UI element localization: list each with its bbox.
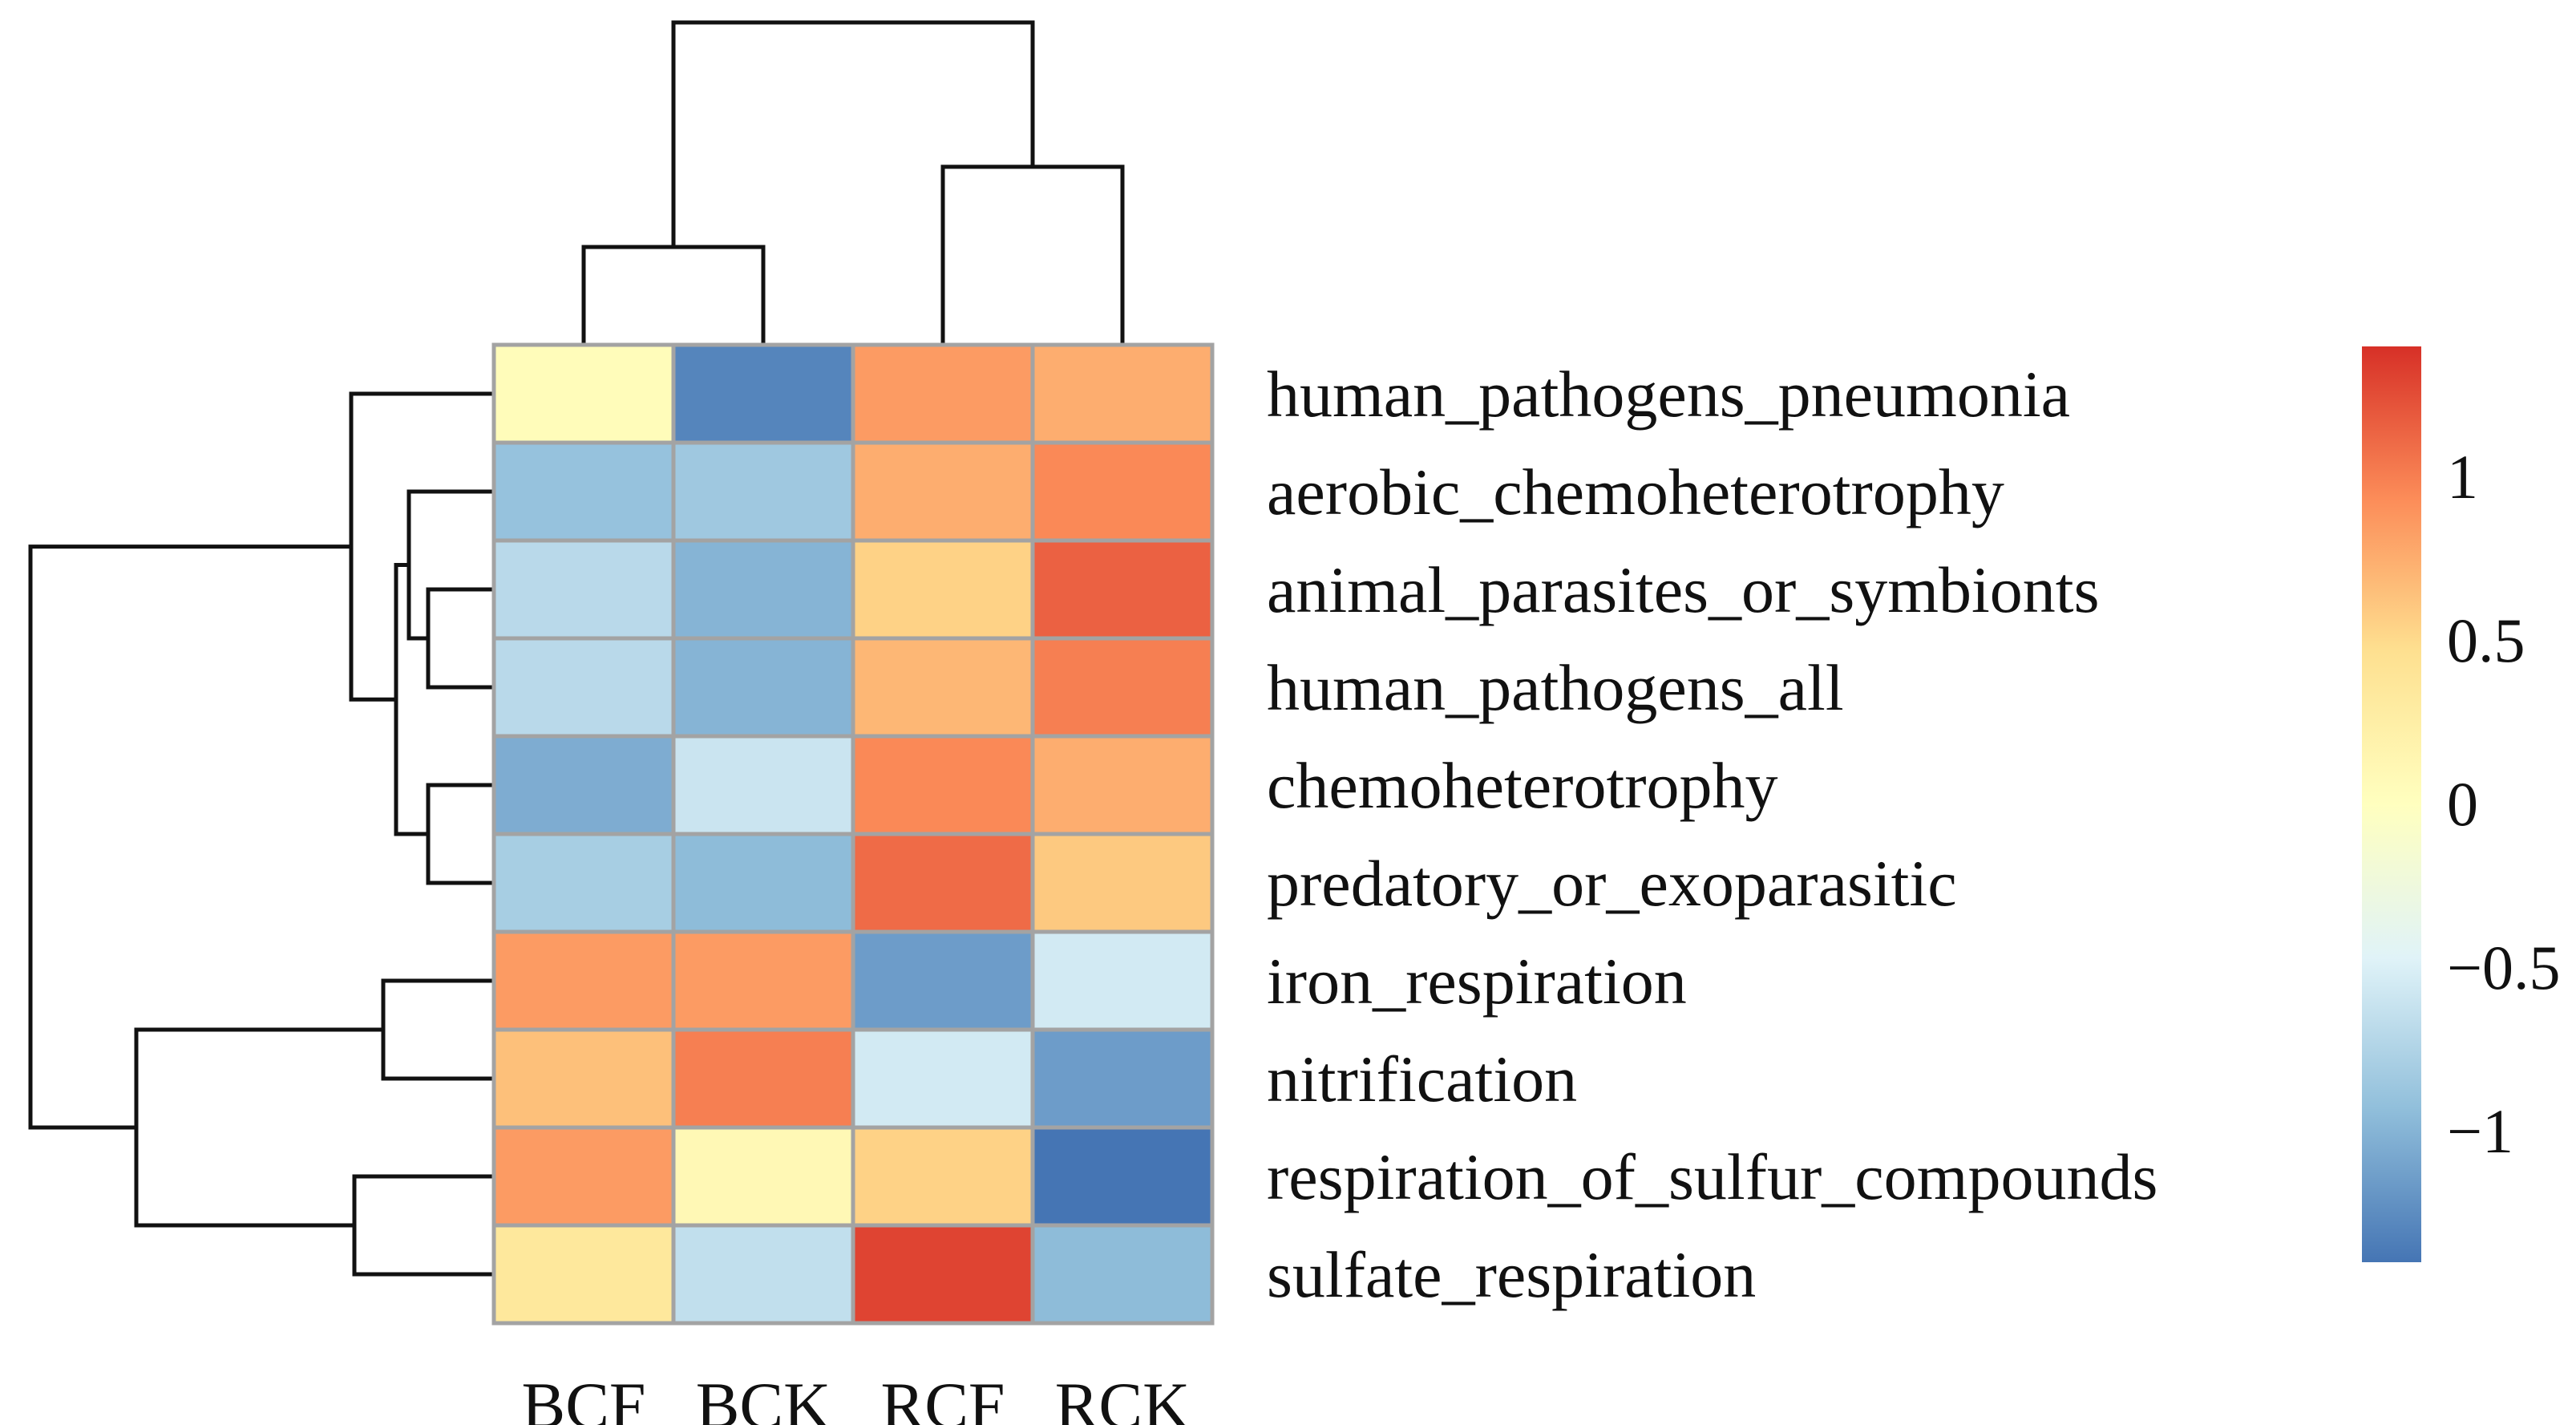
row-dendrogram-branch: [349, 391, 495, 702]
heatmap-cell: [1030, 1125, 1215, 1228]
heatmap-cell: [851, 636, 1035, 739]
heatmap-cell: [851, 1223, 1035, 1326]
row-dendrogram-branch: [426, 587, 495, 690]
heatmap-cell: [1030, 342, 1215, 445]
column-label: RCF: [881, 1369, 1005, 1425]
heatmap-cell: [671, 1125, 855, 1228]
heatmap-cells: [491, 342, 1215, 1326]
heatmap-cell: [851, 440, 1035, 543]
heatmap-cell: [491, 1027, 676, 1130]
row-label: animal_parasites_or_symbionts: [1267, 553, 2100, 626]
column-label: BCK: [696, 1369, 831, 1425]
heatmap-cell: [491, 636, 676, 739]
row-label: human_pathogens_pneumonia: [1267, 358, 2070, 431]
legend-tick-label: 0: [2447, 769, 2478, 839]
heatmap-cell: [671, 538, 855, 641]
column-label: RCK: [1055, 1369, 1191, 1425]
heatmap-cell: [1030, 1223, 1215, 1326]
row-labels: human_pathogens_pneumonia aerobic_chemohe…: [1267, 358, 2157, 1311]
row-label: nitrification: [1267, 1042, 1577, 1115]
legend-tick-label: 0.5: [2447, 605, 2525, 675]
heatmap-cell: [1030, 929, 1215, 1032]
column-dendrogram: [581, 20, 1125, 346]
heatmap-cell: [851, 832, 1035, 934]
legend-ticks: 1 0.5 0 −0.5 −1: [2447, 442, 2561, 1166]
row-dendrogram-branch: [381, 978, 495, 1081]
heatmap-cell: [851, 538, 1035, 641]
row-dendrogram: [28, 391, 495, 1277]
row-dendrogram-branch: [426, 783, 495, 885]
row-label: iron_respiration: [1267, 945, 1687, 1018]
heatmap-cell: [491, 538, 676, 641]
row-dendrogram-branch: [352, 1174, 495, 1277]
row-label: chemoheterotrophy: [1267, 749, 1778, 822]
legend-tick-label: −0.5: [2447, 933, 2561, 1002]
heatmap-cell: [1030, 636, 1215, 739]
heatmap-cell: [491, 440, 676, 543]
legend-tick-label: 1: [2447, 442, 2478, 512]
heatmap-cell: [851, 929, 1035, 1032]
heatmap-cell: [491, 929, 676, 1032]
column-dendrogram-branch: [671, 20, 1035, 249]
row-label: respiration_of_sulfur_compounds: [1267, 1140, 2157, 1213]
heatmap-cell: [1030, 1027, 1215, 1130]
row-dendrogram-branch: [394, 563, 431, 836]
heatmap-cell: [671, 636, 855, 739]
heatmap-cell: [1030, 734, 1215, 836]
heatmap-cell: [671, 929, 855, 1032]
heatmap-cell: [851, 1027, 1035, 1130]
row-dendrogram-branch: [28, 544, 354, 1130]
row-dendrogram-branch: [406, 489, 495, 641]
heatmap-cell: [1030, 538, 1215, 641]
heatmap-cell: [671, 342, 855, 445]
heatmap-cell: [491, 734, 676, 836]
heatmap-cell: [671, 832, 855, 934]
row-label: human_pathogens_all: [1267, 651, 1844, 724]
heatmap-cell: [1030, 440, 1215, 543]
column-labels: BCF BCK RCF RCK: [522, 1369, 1191, 1425]
heatmap-cell: [491, 832, 676, 934]
heatmap-cell: [671, 440, 855, 543]
heatmap-cell: [671, 1223, 855, 1326]
heatmap-cell: [851, 1125, 1035, 1228]
row-label: aerobic_chemoheterotrophy: [1267, 455, 2004, 528]
heatmap-cell: [491, 342, 676, 445]
color-legend: 1 0.5 0 −0.5 −1: [2362, 346, 2561, 1262]
column-dendrogram-branch: [940, 164, 1125, 346]
row-label: sulfate_respiration: [1267, 1238, 1756, 1311]
row-dendrogram-branch: [134, 1027, 386, 1228]
legend-color-bar: [2362, 346, 2421, 1262]
heatmap-cell: [491, 1125, 676, 1228]
column-label: BCF: [522, 1369, 646, 1425]
heatmap-cell: [1030, 832, 1215, 934]
heatmap-cell: [851, 734, 1035, 836]
heatmap-cell: [851, 342, 1035, 445]
heatmap-cell: [671, 1027, 855, 1130]
column-dendrogram-branch: [581, 245, 766, 346]
heatmap-cell: [491, 1223, 676, 1326]
row-label: predatory_or_exoparasitic: [1267, 847, 1957, 920]
heatmap-cell: [671, 734, 855, 836]
legend-tick-label: −1: [2447, 1096, 2513, 1166]
